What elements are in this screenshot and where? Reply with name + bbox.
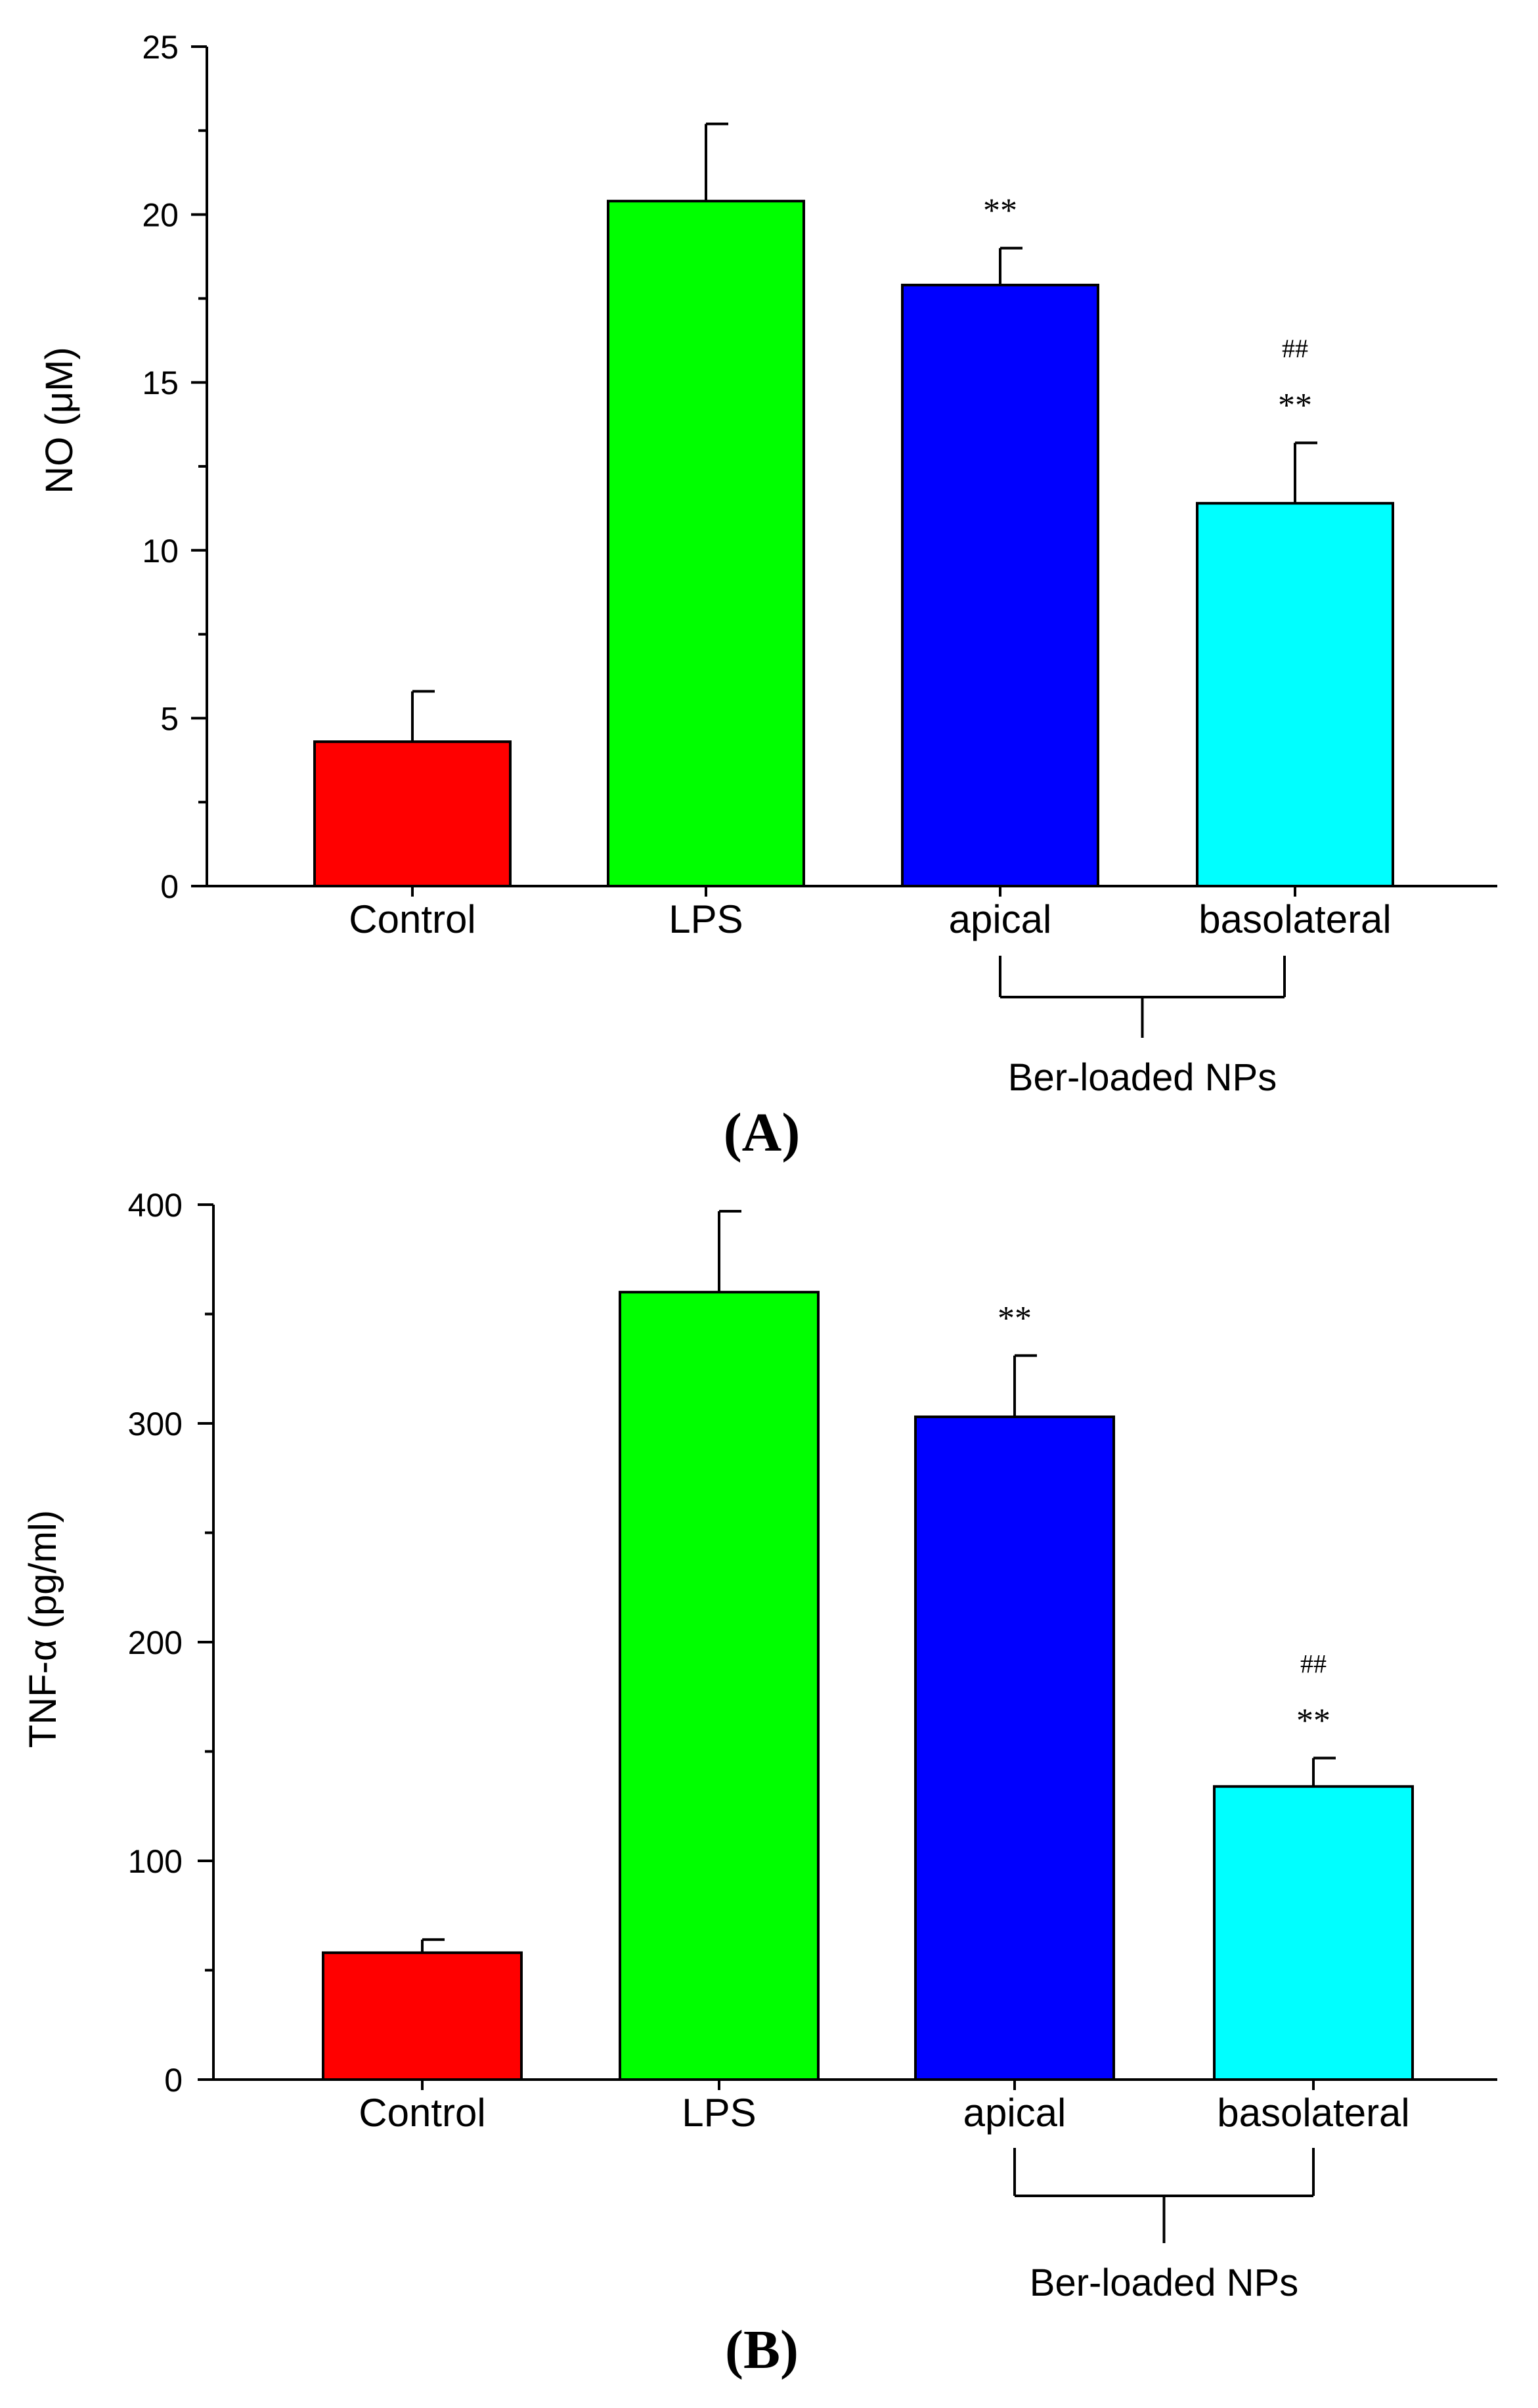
bar-control [322,1951,523,2082]
panel-a-group-bracket: Ber-loaded NPs [999,956,1286,1099]
panel-a-chart: 0 5 10 15 20 25 Control LPS apical basolateral *… [38,29,1497,1163]
y-tick-label: 20 [142,197,179,234]
panel-b-annotations: ** ** ## [998,1300,1330,1740]
bar-basolateral [1196,502,1394,887]
y-tick-label: 10 [142,533,179,569]
x-tick-label-lps: LPS [682,2091,756,2135]
y-tick-label: 0 [164,2062,183,2099]
panel-b-y-ticks: 0 100 200 300 400 [128,1187,213,2099]
panel-b-bars [322,1291,1414,2082]
panel-a-annotations: ** ** ## [983,192,1312,424]
bar-apical [901,283,1099,887]
panel-b-y-axis-label: TNF-α (pg/ml) [22,1510,64,1748]
x-tick-label-control: Control [349,897,475,941]
group-bracket-label: Ber-loaded NPs [1030,2262,1298,2304]
x-tick-label-control: Control [359,2091,485,2135]
y-tick-label: 400 [128,1187,183,1224]
y-tick-label: 25 [142,29,179,66]
x-tick-label-lps: LPS [669,897,743,941]
y-tick-label: 200 [128,1624,183,1661]
significance-marker: ** [1296,1702,1330,1739]
panel-a-label: (A) [724,1102,801,1163]
significance-marker: ** [983,192,1017,230]
panel-b-x-labels: Control LPS apical basolateral [359,2080,1410,2135]
x-tick-label-basolateral: basolateral [1217,2091,1410,2135]
panel-b-chart: 0 100 200 300 400 Control LPS apical basolatera… [22,1187,1497,2380]
bar-control [313,740,512,887]
y-tick-label: 15 [142,365,179,401]
y-tick-label: 0 [160,868,179,905]
y-tick-label: 100 [128,1843,183,1880]
bar-apical [914,1416,1115,2081]
bar-lps [607,200,805,888]
panel-b-group-bracket: Ber-loaded NPs [1013,2148,1315,2304]
x-tick-label-apical: apical [963,2091,1066,2135]
panel-b-label: (B) [725,2319,799,2380]
bar-basolateral [1213,1785,1414,2082]
bar-lps [619,1291,820,2081]
significance-marker-secondary: ## [1300,1649,1327,1678]
panel-a-y-ticks: 0 5 10 15 20 25 [142,29,207,905]
panel-a-bars [313,200,1394,888]
significance-marker: ** [1278,387,1312,424]
panel-a-y-axis-label: NO (μM) [38,347,81,493]
significance-marker: ** [998,1300,1032,1337]
panel-a-x-labels: Control LPS apical basolateral [349,886,1392,941]
panel-a-error-bars [411,122,1317,742]
x-tick-label-basolateral: basolateral [1198,897,1392,941]
panel-b-error-bars [421,1209,1336,1953]
x-tick-label-apical: apical [949,897,1052,941]
y-tick-label: 300 [128,1406,183,1442]
significance-marker-secondary: ## [1282,334,1308,363]
y-tick-label: 5 [160,700,179,737]
group-bracket-label: Ber-loaded NPs [1008,1056,1277,1099]
